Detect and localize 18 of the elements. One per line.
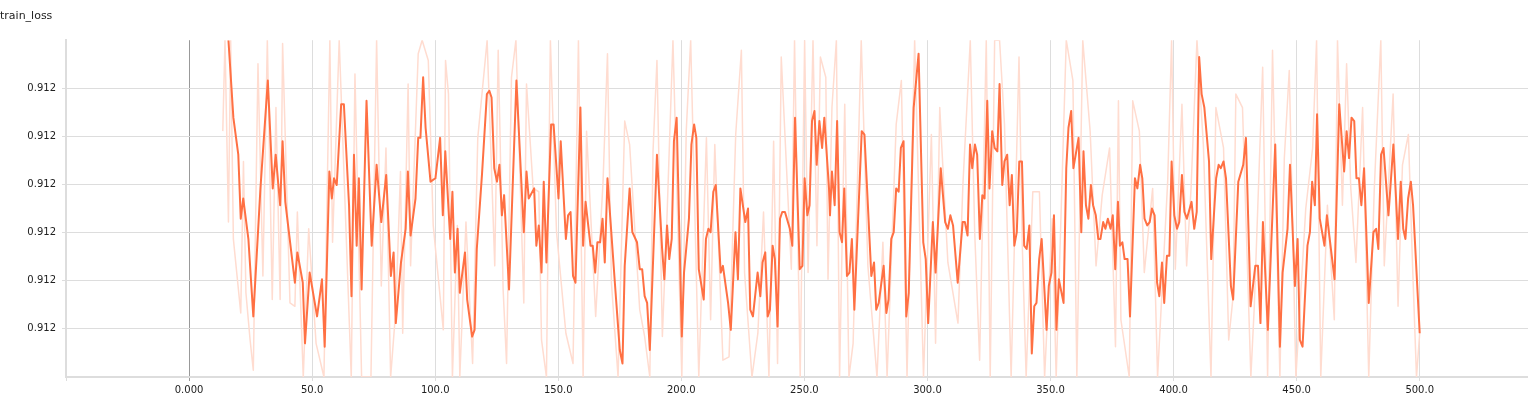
x-tick-label: 500.0 bbox=[1405, 383, 1435, 395]
text: 0.912 bbox=[27, 226, 56, 238]
x-tick-label: 0.000 bbox=[174, 383, 204, 395]
text: 0.912 bbox=[27, 130, 56, 142]
x-tick-label: 200.0 bbox=[667, 383, 696, 395]
text: 0.912 bbox=[27, 274, 56, 286]
x-tick-label: 100.0 bbox=[420, 383, 450, 395]
x-tick-label: 250.0 bbox=[790, 383, 819, 395]
x-tick-label: 450.0 bbox=[1282, 383, 1311, 395]
text: 0.912 bbox=[27, 178, 56, 190]
chart-title: train_loss bbox=[0, 9, 53, 23]
text: 0.912 bbox=[27, 81, 56, 93]
x-tick-label: 300.0 bbox=[913, 383, 942, 395]
text: 0.912 bbox=[27, 322, 56, 334]
x-tick-label: 350.0 bbox=[1036, 383, 1065, 395]
x-tick-label: 150.0 bbox=[543, 383, 573, 395]
x-tick-label: 400.0 bbox=[1159, 383, 1188, 395]
x-tick-label: 50.0 bbox=[301, 383, 324, 395]
